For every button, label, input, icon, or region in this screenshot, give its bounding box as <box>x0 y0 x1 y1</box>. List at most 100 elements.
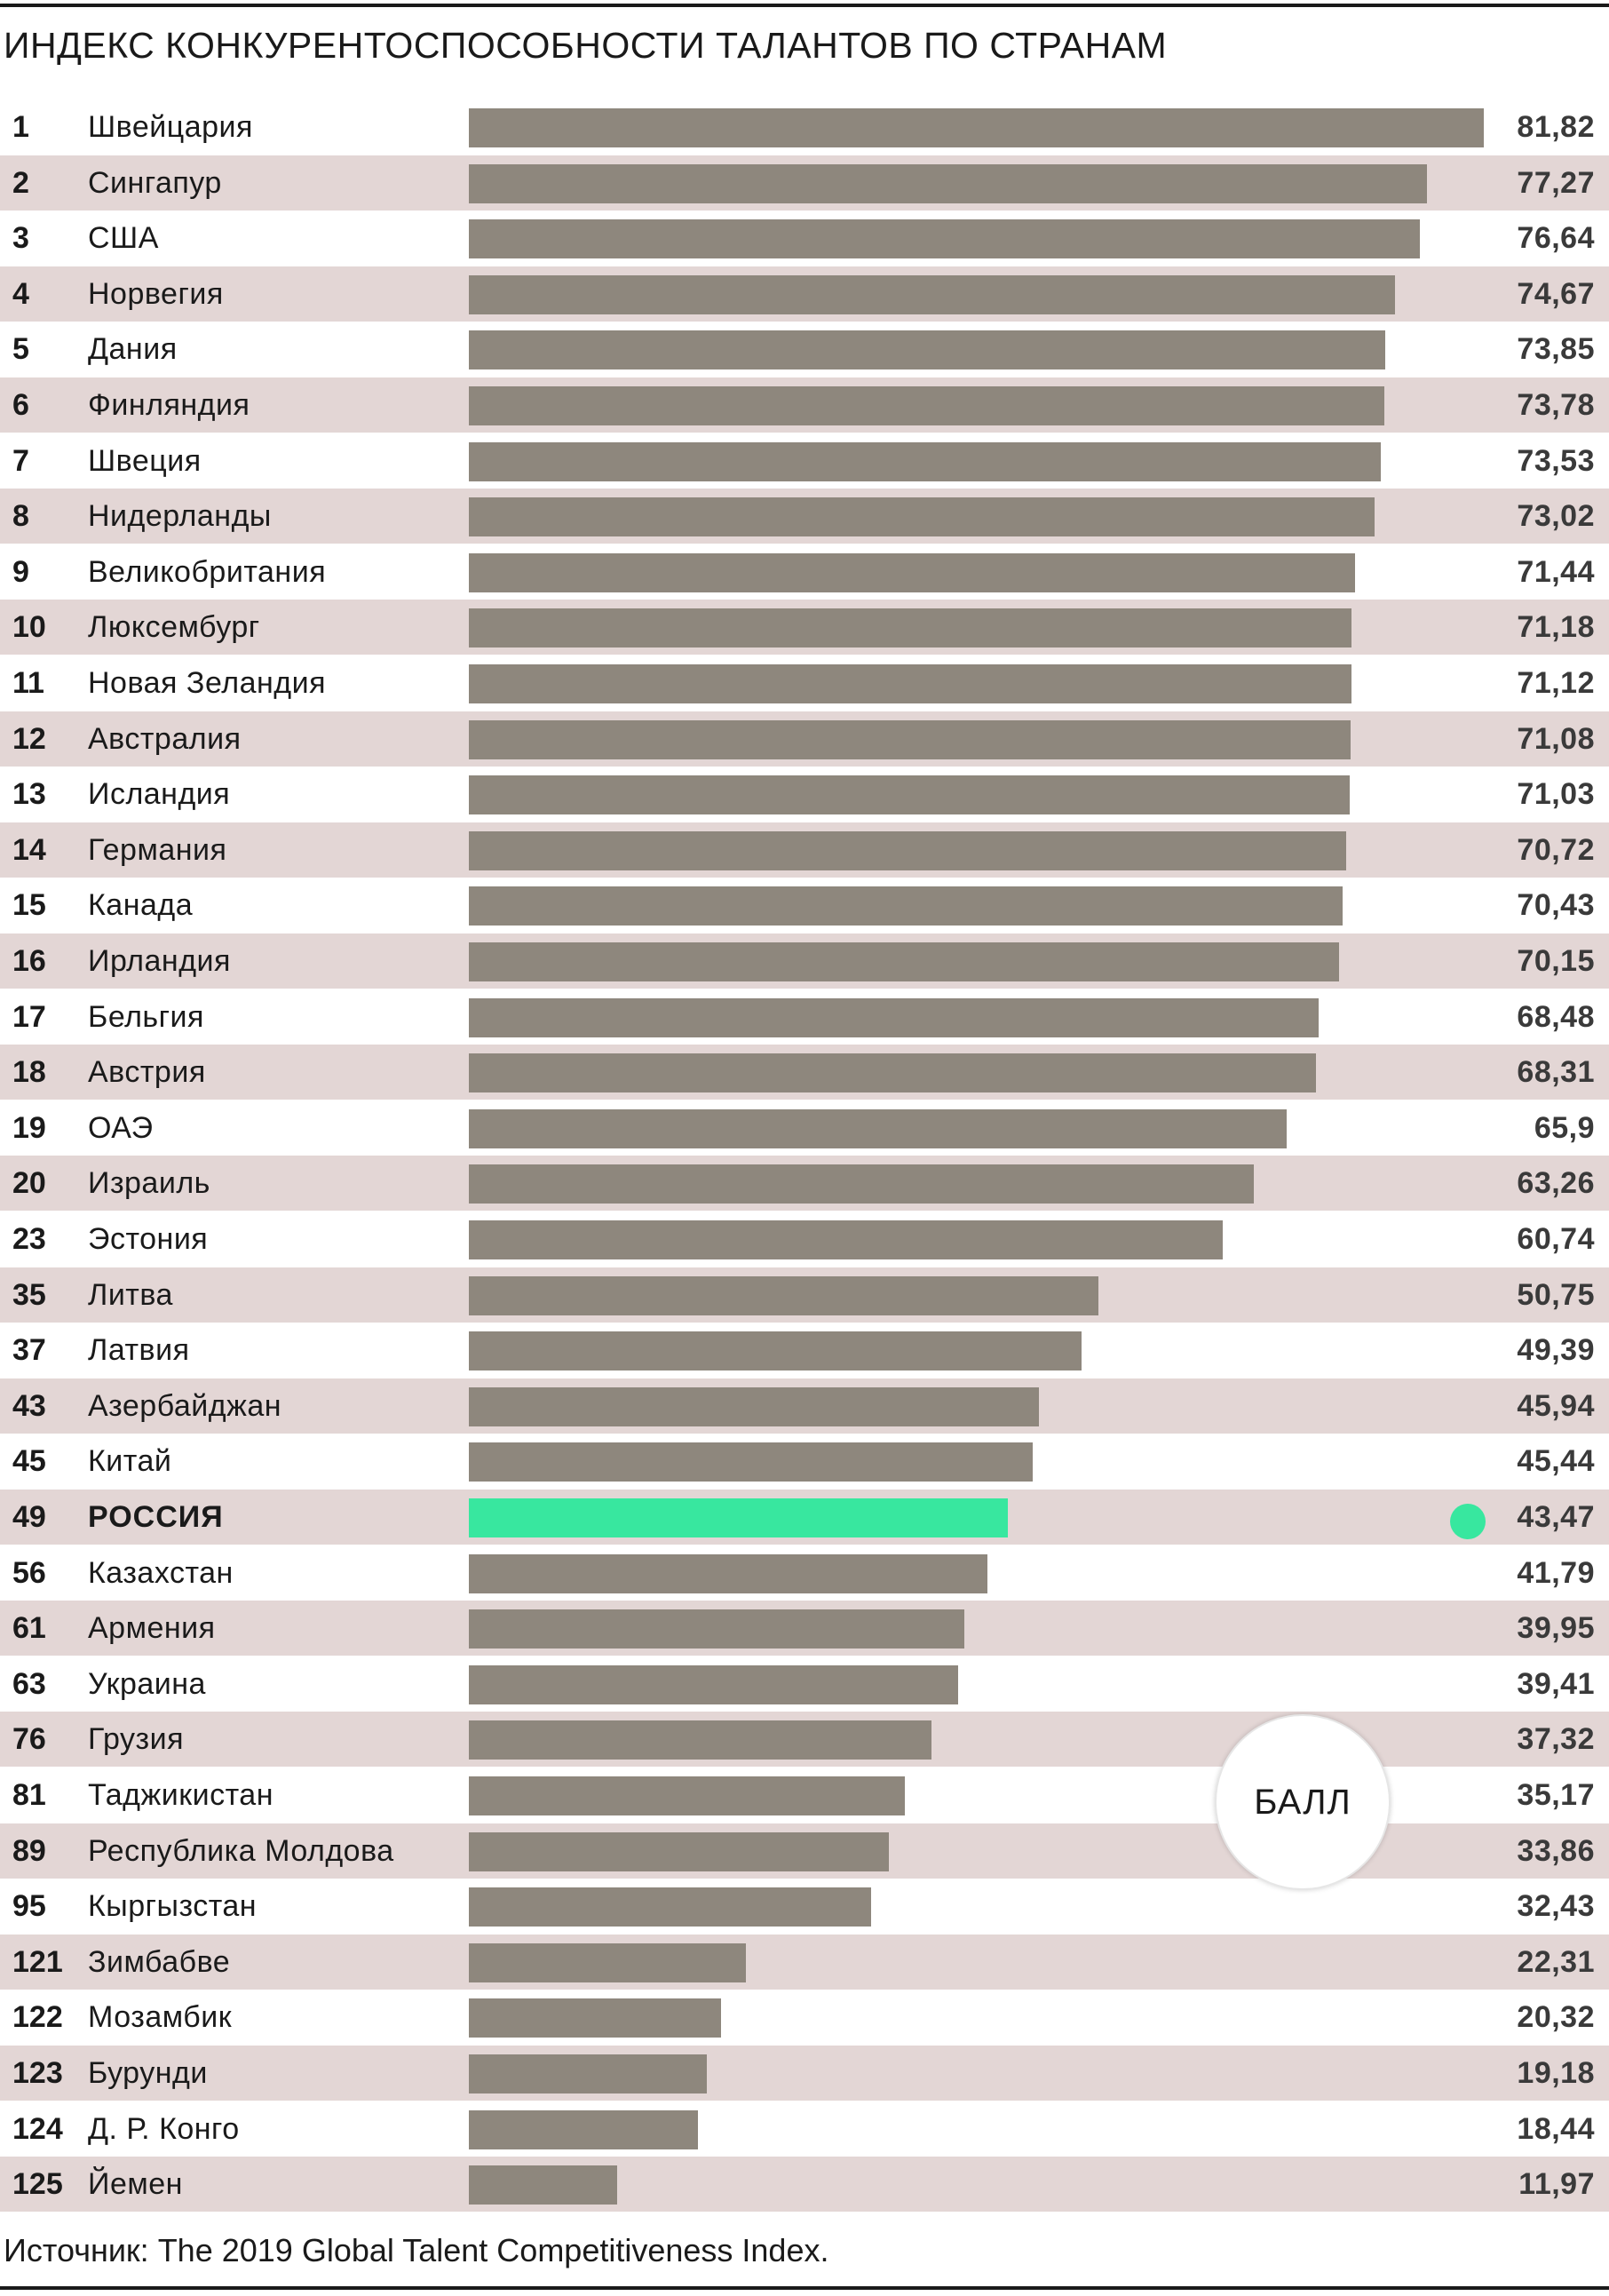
value-label: 65,9 <box>1534 1110 1595 1145</box>
value-label: 71,12 <box>1517 666 1595 700</box>
value-label: 70,72 <box>1517 832 1595 867</box>
value-label: 39,41 <box>1517 1666 1595 1701</box>
rank-label: 23 <box>12 1222 46 1256</box>
rank-label: 37 <box>12 1333 46 1368</box>
bar <box>469 1220 1223 1259</box>
bar <box>469 1942 746 1982</box>
table-row: 14 Германия 70,72 <box>0 822 1609 878</box>
rank-label: 125 <box>12 2167 63 2202</box>
rank-label: 7 <box>12 443 29 478</box>
country-label: Кыргызстан <box>88 1889 258 1924</box>
value-label: 81,82 <box>1517 110 1595 144</box>
rank-label: 43 <box>12 1388 46 1423</box>
rank-label: 123 <box>12 2056 63 2090</box>
bar <box>469 1831 889 1871</box>
rank-label: 4 <box>12 276 29 311</box>
bar <box>469 552 1355 592</box>
table-row-highlight: 49 РОССИЯ 43,47 <box>0 1490 1609 1545</box>
value-label: 37,32 <box>1517 1722 1595 1757</box>
value-label: 49,39 <box>1517 1333 1595 1368</box>
country-label: Ирландия <box>88 944 231 978</box>
chart-title: ИНДЕКС КОНКУРЕНТОСПОСОБНОСТИ ТАЛАНТОВ ПО… <box>4 25 1168 66</box>
table-row: 56 Казахстан 41,79 <box>0 1545 1609 1601</box>
value-label: 19,18 <box>1517 2056 1595 2090</box>
country-label: Эстония <box>88 1222 209 1256</box>
highlight-dot-icon <box>1450 1504 1486 1539</box>
table-row: 12 Австралия 71,08 <box>0 711 1609 767</box>
country-label: Украина <box>88 1666 206 1701</box>
country-label: Германия <box>88 832 227 867</box>
rank-label: 76 <box>12 1722 46 1757</box>
country-label: Дания <box>88 332 178 367</box>
country-label: Армения <box>88 1611 216 1646</box>
table-row: 17 Бельгия 68,48 <box>0 989 1609 1045</box>
bar <box>469 274 1395 314</box>
bar <box>469 497 1375 537</box>
value-label: 50,75 <box>1517 1277 1595 1312</box>
value-label: 39,95 <box>1517 1611 1595 1646</box>
rank-label: 1 <box>12 110 29 144</box>
country-label: Казахстан <box>88 1555 234 1590</box>
value-label: 73,02 <box>1517 499 1595 534</box>
table-row: 43 Азербайджан 45,94 <box>0 1378 1609 1434</box>
country-label: ОАЭ <box>88 1110 154 1145</box>
value-label: 20,32 <box>1517 2000 1595 2035</box>
table-row: 123 Бурунди 19,18 <box>0 2046 1609 2101</box>
table-row: 35 Литва 50,75 <box>0 1267 1609 1323</box>
value-label: 68,48 <box>1517 999 1595 1034</box>
table-row: 6 Финляндия 73,78 <box>0 377 1609 433</box>
value-label: 71,03 <box>1517 777 1595 812</box>
value-label: 35,17 <box>1517 1778 1595 1812</box>
rank-label: 121 <box>12 1944 63 1979</box>
table-row: 61 Армения 39,95 <box>0 1601 1609 1656</box>
country-label: США <box>88 221 159 256</box>
rank-label: 56 <box>12 1555 46 1590</box>
table-row: 8 Нидерланды 73,02 <box>0 489 1609 544</box>
country-label: Литва <box>88 1277 173 1312</box>
rank-label: 5 <box>12 332 29 367</box>
value-label: 32,43 <box>1517 1889 1595 1924</box>
bar <box>469 386 1384 425</box>
value-label: 60,74 <box>1517 1222 1595 1256</box>
rank-label: 16 <box>12 944 46 978</box>
value-label: 18,44 <box>1517 2111 1595 2146</box>
value-label: 45,94 <box>1517 1388 1595 1423</box>
bar <box>469 1609 964 1649</box>
country-label: Азербайджан <box>88 1388 282 1423</box>
country-label: Австрия <box>88 1055 206 1090</box>
rank-label: 6 <box>12 388 29 422</box>
rank-label: 17 <box>12 999 46 1034</box>
rank-label: 20 <box>12 1166 46 1201</box>
bar <box>469 664 1351 703</box>
value-label: 71,08 <box>1517 721 1595 756</box>
table-row: 125 Йемен 11,97 <box>0 2157 1609 2213</box>
bar <box>469 1331 1082 1371</box>
country-label: Д. Р. Конго <box>88 2111 240 2146</box>
table-row: 11 Новая Зеландия 71,12 <box>0 655 1609 711</box>
value-label: 76,64 <box>1517 221 1595 256</box>
rank-label: 2 <box>12 165 29 200</box>
bar <box>469 942 1339 981</box>
rank-label: 10 <box>12 610 46 645</box>
table-row: 20 Израиль 63,26 <box>0 1156 1609 1212</box>
value-label: 71,18 <box>1517 610 1595 645</box>
table-row: 3 США 76,64 <box>0 211 1609 266</box>
rank-label: 12 <box>12 721 46 756</box>
value-label: 43,47 <box>1517 1500 1595 1534</box>
table-row: 15 Канада 70,43 <box>0 878 1609 933</box>
value-label: 70,15 <box>1517 944 1595 978</box>
country-label: Норвегия <box>88 276 224 311</box>
country-label: Бурунди <box>88 2056 208 2090</box>
rank-label: 14 <box>12 832 46 867</box>
rank-label: 8 <box>12 499 29 534</box>
table-row: 9 Великобритания 71,44 <box>0 544 1609 600</box>
country-label: Великобритания <box>88 554 327 589</box>
bar <box>469 2054 707 2093</box>
source-note: Источник: The 2019 Global Talent Competi… <box>4 2232 829 2268</box>
rank-label: 45 <box>12 1444 46 1479</box>
bar <box>469 997 1319 1037</box>
bar <box>469 1776 905 1815</box>
country-label: Республика Молдова <box>88 1833 394 1868</box>
country-label: Швейцария <box>88 110 253 144</box>
bar <box>469 2109 698 2149</box>
